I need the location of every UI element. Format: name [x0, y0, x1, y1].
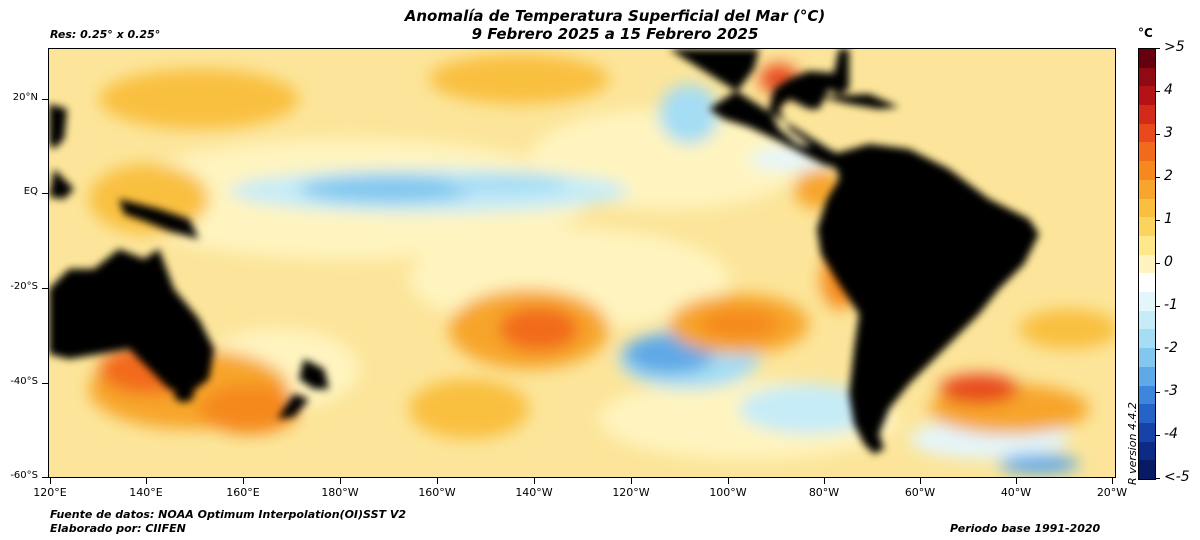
lon-label-140e: 140°E: [129, 486, 163, 499]
colorbar-tick: [1156, 48, 1160, 49]
lon-label-120e: 120°E: [33, 486, 67, 499]
colorbar-label: -1: [1164, 297, 1178, 313]
colorbar-label: 1: [1164, 211, 1173, 227]
land-south-america: [817, 144, 1039, 454]
colorbar-cell: [1139, 161, 1155, 181]
colorbar-cell: [1139, 67, 1155, 87]
land-tasmania: [174, 386, 194, 402]
lat-tick: [42, 477, 48, 478]
colorbar-cell: [1139, 404, 1155, 424]
colorbar-tick: [1156, 91, 1160, 92]
colorbar-tick: [1156, 134, 1160, 135]
colorbar-label: 0: [1164, 254, 1173, 270]
colorbar-cell: [1139, 254, 1155, 274]
colorbar-cell: [1139, 123, 1155, 143]
colorbar-unit: °C: [1138, 26, 1153, 40]
colorbar-cell: [1139, 142, 1155, 162]
lon-tick: [728, 478, 729, 484]
land-masses: [49, 49, 1039, 454]
colorbar-cell: [1139, 86, 1155, 106]
colorbar-cell: [1139, 310, 1155, 330]
colorbar-label: -2: [1164, 340, 1178, 356]
lat-tick: [42, 99, 48, 100]
map-title: Anomalía de Temperatura Superficial del …: [404, 7, 826, 25]
colorbar-tick: [1156, 220, 1160, 221]
colorbar-tick: [1156, 349, 1160, 350]
colorbar: [1138, 48, 1156, 480]
lon-tick: [1112, 478, 1113, 484]
lon-tick: [920, 478, 921, 484]
colorbar-cell: [1139, 329, 1155, 349]
lon-label-60w: 60°W: [904, 486, 936, 499]
colorbar-label: <-5: [1164, 469, 1190, 485]
lon-label-100w: 100°W: [709, 486, 747, 499]
colorbar-label: 3: [1164, 125, 1173, 141]
lon-tick: [243, 478, 244, 484]
colorbar-cell: [1139, 273, 1155, 293]
land-caribbean: [819, 94, 899, 109]
land-new-guinea: [119, 199, 199, 239]
colorbar-cell: [1139, 105, 1155, 125]
lon-tick: [146, 478, 147, 484]
lat-tick: [42, 383, 48, 384]
data-source-note: Fuente de datos: NOAA Optimum Interpolat…: [50, 508, 406, 521]
colorbar-label: 4: [1164, 82, 1173, 98]
lat-tick: [42, 193, 48, 194]
colorbar-tick: [1156, 435, 1160, 436]
map-date-range: 9 Febrero 2025 a 15 Febrero 2025: [471, 25, 759, 43]
colorbar-cell: [1139, 422, 1155, 443]
colorbar-tick: [1156, 478, 1160, 479]
colorbar-cell: [1139, 292, 1155, 312]
lon-label-140w: 140°W: [515, 486, 553, 499]
lon-tick: [824, 478, 825, 484]
colorbar-tick: [1156, 392, 1160, 393]
land-australia: [49, 249, 214, 394]
colorbar-cell: [1139, 460, 1155, 479]
colorbar-cell: [1139, 198, 1155, 218]
lon-label-40w: 40°W: [1000, 486, 1032, 499]
colorbar-label: -3: [1164, 383, 1178, 399]
land-new-zealand: [277, 359, 329, 419]
colorbar-cell: [1139, 441, 1155, 461]
sst-anomaly-map: [48, 48, 1116, 478]
colorbar-label: -4: [1164, 426, 1178, 442]
resolution-note: Res: 0.25° x 0.25°: [50, 28, 161, 41]
lon-tick: [534, 478, 535, 484]
lon-label-80w: 80°W: [808, 486, 840, 499]
colorbar-label: 2: [1164, 168, 1173, 184]
colorbar-cell: [1139, 49, 1155, 69]
colorbar-cell: [1139, 235, 1155, 256]
colorbar-cell: [1139, 217, 1155, 237]
lon-tick: [50, 478, 51, 484]
lat-tick: [42, 288, 48, 289]
colorbar-label: >5: [1164, 39, 1185, 55]
colorbar-cell: [1139, 385, 1155, 405]
lon-tick: [437, 478, 438, 484]
base-period-note: Periodo base 1991-2020: [950, 522, 1101, 535]
colorbar-cell: [1139, 348, 1155, 368]
colorbar-tick: [1156, 306, 1160, 307]
lon-label-20w: 20°W: [1096, 486, 1128, 499]
lon-tick: [340, 478, 341, 484]
lon-tick: [631, 478, 632, 484]
lat-label-40s: -40°S: [10, 376, 38, 387]
colorbar-cell: [1139, 366, 1155, 386]
lon-label-160w: 160°W: [418, 486, 456, 499]
land-philippines: [49, 104, 74, 199]
lon-label-180w: 180°W: [321, 486, 359, 499]
lat-label-20s: -20°S: [10, 281, 38, 292]
author-note: Elaborado por: CIIFEN: [50, 522, 186, 535]
land-north-america: [669, 49, 849, 171]
lon-label-120w: 120°W: [612, 486, 650, 499]
lat-label-eq: EQ: [23, 186, 38, 197]
lon-label-160e: 160°E: [226, 486, 260, 499]
colorbar-cell: [1139, 179, 1155, 200]
colorbar-tick: [1156, 263, 1160, 264]
lat-label-20n: 20°N: [12, 92, 38, 103]
lat-label-60s: -60°S: [10, 470, 38, 481]
colorbar-tick: [1156, 177, 1160, 178]
lon-tick: [1016, 478, 1017, 484]
